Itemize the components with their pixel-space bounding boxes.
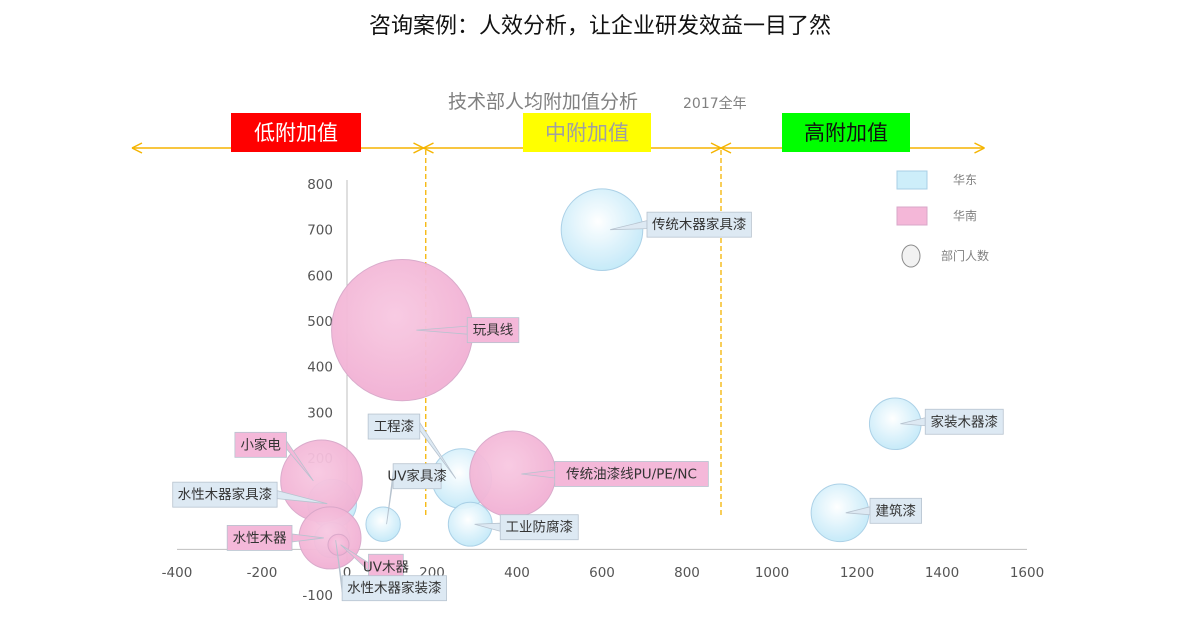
y-tick-label: 600: [307, 268, 333, 284]
legend-label: 部门人数: [941, 248, 989, 263]
bubble: [365, 506, 401, 542]
legend-label: 华东: [953, 173, 977, 187]
callout-box: [466, 317, 520, 344]
callout-box: [646, 211, 752, 238]
callout-label: 传统木器家具漆: [652, 216, 747, 233]
y-tick-label: 400: [307, 360, 333, 376]
x-tick-label: 0: [343, 565, 352, 581]
callout-label: 水性木器家装漆: [347, 580, 442, 597]
legend-swatch-east: [896, 170, 928, 190]
callout-label: 玩具线: [473, 323, 514, 339]
bubble: [327, 533, 350, 556]
callout-label: UV木器: [363, 559, 410, 575]
x-tick-label: 600: [589, 565, 615, 581]
zone-label-box: [523, 113, 651, 152]
slide-title: 咨询案例：人效分析，让企业研发效益一目了然: [368, 14, 831, 39]
zone-label-box: [782, 113, 910, 152]
legend-swatch-size: [901, 244, 921, 268]
callout-box: [367, 413, 421, 440]
zone-arrowhead-right: [710, 142, 722, 154]
zone-arrowhead-right: [413, 142, 424, 154]
callout-label: UV家具漆: [387, 468, 447, 485]
callout-box: [869, 497, 922, 524]
callout-label: 家装木器漆: [931, 413, 999, 430]
callout-box: [341, 575, 447, 602]
callout-box: [499, 514, 579, 541]
y-tick-label: 300: [307, 405, 333, 421]
zone-arrowhead-left: [131, 142, 143, 154]
chart-subtitle: 2017全年: [683, 95, 747, 112]
value-zones: 低附加值 中附加值 高附加值: [131, 113, 985, 517]
legend-swatch-south: [896, 206, 928, 226]
zone-arrowhead-left: [423, 142, 434, 154]
bubbles: [280, 188, 922, 570]
callout-label: 工业防腐漆: [506, 520, 574, 536]
zone-label: 中附加值: [545, 121, 629, 145]
x-tick-label: 800: [674, 565, 700, 581]
callout-label: 建筑漆: [876, 503, 917, 519]
x-tick-label: -200: [247, 565, 278, 581]
callout-box: [226, 525, 293, 551]
chart-title: 技术部人均附加值分析: [448, 91, 638, 113]
x-tick-label: 1200: [840, 565, 874, 581]
x-tick-label: 1000: [755, 565, 789, 581]
y-tick-label: 500: [307, 314, 333, 330]
callout-label: 传统油漆线PU/PE/NC: [566, 466, 697, 482]
x-tick-label: 1400: [925, 565, 959, 581]
callout-label: 小家电: [240, 436, 281, 453]
callout-box: [554, 461, 709, 487]
callout-label: 水性木器家具漆: [178, 486, 273, 503]
legend-label: 华南: [953, 208, 977, 223]
x-tick-label: -400: [162, 565, 193, 581]
y-tick-label: 800: [307, 177, 333, 193]
callout-box: [392, 463, 442, 490]
zone-label: 高附加值: [804, 121, 888, 145]
callout-box: [924, 408, 1004, 435]
zone-arrowhead-left: [720, 142, 732, 154]
zone-arrowhead-right: [974, 142, 985, 154]
y-tick-label: 700: [307, 223, 333, 239]
zone-label: 低附加值: [254, 121, 338, 145]
callout-label: 工程漆: [374, 419, 415, 435]
x-tick-label: 400: [504, 565, 530, 581]
bubble: [560, 188, 644, 271]
callout-box: [234, 431, 287, 458]
callout-label: 水性木器: [233, 530, 287, 546]
y-tick-label: -100: [302, 588, 333, 604]
x-tick-label: 1600: [1010, 565, 1044, 581]
zone-label-box: [231, 113, 361, 152]
callout-box: [172, 481, 278, 508]
